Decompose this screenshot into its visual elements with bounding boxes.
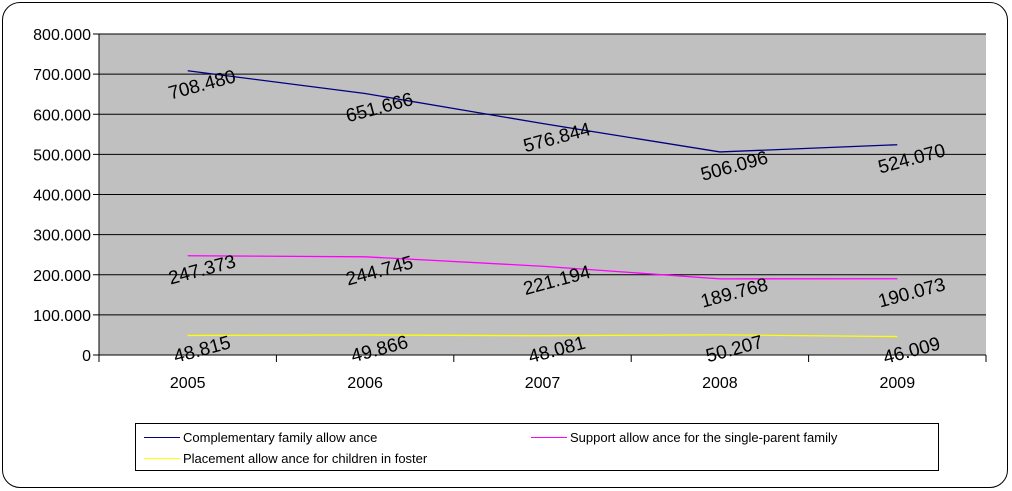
x-tick-label: 2007 — [525, 375, 561, 392]
legend-label-complementary: Complementary family allow ance — [183, 430, 378, 445]
y-tick-label: 500.000 — [33, 147, 91, 164]
y-tick-label: 700.000 — [33, 67, 91, 84]
y-tick-label: 600.000 — [33, 107, 91, 124]
legend-item-complementary: Complementary family allow ance — [144, 430, 377, 445]
axes — [93, 33, 987, 362]
x-tick-label: 2008 — [702, 375, 738, 392]
series-line — [187, 255, 898, 280]
x-axis-tick-labels: 2005 2006 2007 2008 2009 — [170, 375, 915, 392]
x-tick-label: 2006 — [347, 375, 383, 392]
gridlines — [99, 33, 986, 316]
x-tick-label: 2005 — [170, 375, 206, 392]
y-axis-tick-labels: 0 100.000 200.000 300.000 400.000 500.000 600.… — [33, 27, 91, 365]
legend-label-support: Support allow ance for the single-parent… — [570, 430, 838, 445]
legend: Complementary family allow ance Support … — [135, 423, 939, 471]
series-lines — [187, 70, 898, 338]
y-tick-label: 400.000 — [33, 188, 91, 205]
y-tick-label: 300.000 — [33, 228, 91, 245]
series-line — [187, 334, 898, 338]
legend-item-placement: Placement allow ance for children in fos… — [144, 451, 427, 466]
legend-swatch-support — [531, 437, 567, 438]
legend-label-placement: Placement allow ance for children in fos… — [183, 451, 428, 466]
y-tick-label: 800.000 — [33, 27, 91, 44]
series-line — [187, 70, 898, 153]
y-tick-label: 100.000 — [33, 308, 91, 325]
y-tick-label: 200.000 — [33, 268, 91, 285]
x-tick-label: 2009 — [880, 375, 916, 392]
y-tick-label: 0 — [82, 348, 91, 365]
legend-swatch-complementary — [144, 437, 180, 438]
legend-item-support: Support allow ance for the single-parent… — [531, 430, 837, 445]
legend-swatch-placement — [144, 458, 180, 459]
